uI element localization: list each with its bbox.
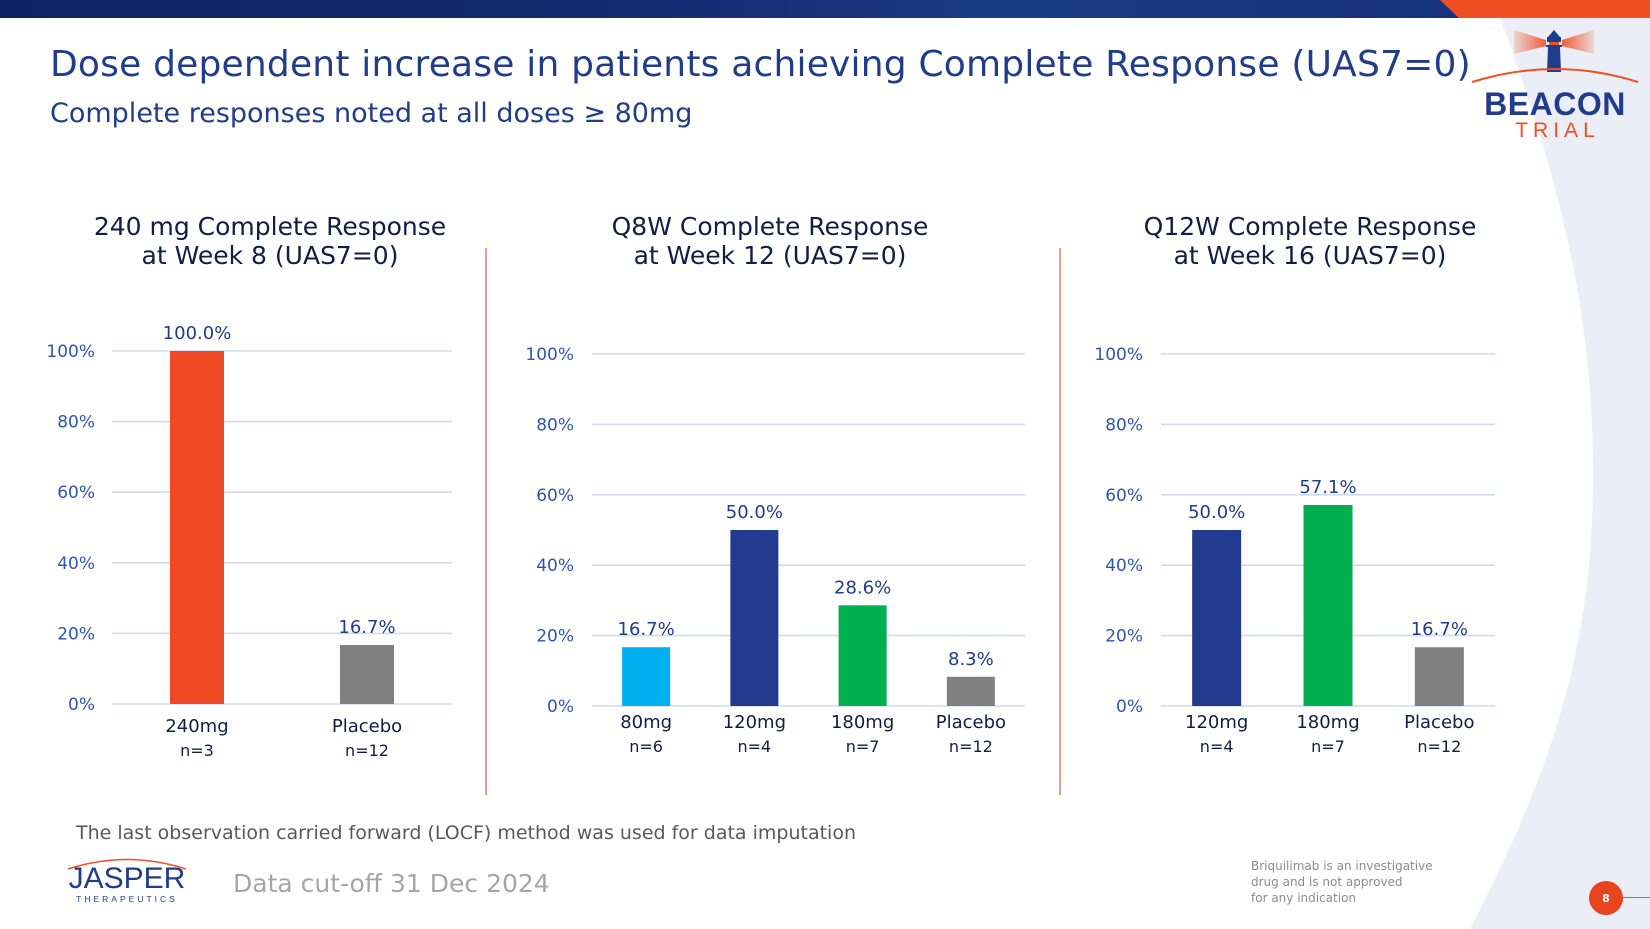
- y-tick-label: 80%: [536, 415, 574, 435]
- disclaimer-line: for any indication: [1251, 891, 1357, 905]
- category-label: 180mg: [831, 712, 894, 733]
- y-tick-label: 60%: [1105, 486, 1143, 506]
- category-label: 120mg: [723, 712, 786, 733]
- category-label: 120mg: [1185, 712, 1248, 733]
- y-tick-label: 40%: [1105, 556, 1143, 576]
- jasper-therapeutics-logo: JASPER THERAPEUTICS: [62, 856, 192, 906]
- category-label: 240mg: [165, 716, 228, 737]
- data-cutoff-date: Data cut-off 31 Dec 2024: [233, 869, 550, 898]
- y-tick-label: 20%: [536, 627, 574, 647]
- locf-footnote: The last observation carried forward (LO…: [76, 822, 856, 844]
- y-tick-label: 0%: [1116, 697, 1143, 717]
- n-label: n=4: [1200, 737, 1234, 756]
- n-label: n=4: [738, 737, 772, 756]
- bar-180mg: [838, 605, 887, 706]
- bar-placebo: [340, 645, 394, 704]
- data-label: 16.7%: [618, 619, 675, 640]
- logo-arc-icon: [67, 858, 187, 870]
- chart-3-title-line1: Q12W Complete Response: [1143, 212, 1477, 241]
- beacon-wordmark: BEACON: [1484, 86, 1626, 122]
- y-tick-label: 60%: [536, 486, 574, 506]
- bar-80mg: [622, 647, 671, 706]
- data-label: 57.1%: [1299, 477, 1356, 498]
- lighthouse-icon: [1471, 30, 1639, 83]
- y-tick-label: 80%: [57, 413, 95, 433]
- category-label: Placebo: [1404, 712, 1474, 733]
- data-label: 50.0%: [726, 502, 783, 523]
- bar-120mg: [1192, 530, 1242, 706]
- y-tick-label: 100%: [46, 342, 95, 362]
- therapeutics-wordmark: THERAPEUTICS: [76, 894, 178, 904]
- y-tick-label: 100%: [525, 345, 574, 365]
- category-label: 180mg: [1296, 712, 1359, 733]
- data-label: 16.7%: [338, 617, 395, 638]
- page-number-line: [1623, 897, 1650, 898]
- chart-3-title-line2: at Week 16 (UAS7=0): [1173, 241, 1447, 270]
- y-tick-label: 0%: [68, 695, 95, 715]
- chart-1-title-line1: 240 mg Complete Response: [93, 212, 447, 241]
- n-label: n=6: [629, 737, 663, 756]
- jasper-wordmark: JASPER: [68, 862, 186, 895]
- category-label: Placebo: [332, 716, 402, 737]
- chart-1-title-line2: at Week 8 (UAS7=0): [141, 241, 399, 270]
- chart-divider-1: [485, 248, 487, 795]
- beacon-trial-logo: BEACON TRIAL: [1470, 26, 1640, 144]
- y-tick-label: 100%: [1094, 345, 1143, 365]
- y-tick-label: 40%: [57, 554, 95, 574]
- page-title: Dose dependent increase in patients achi…: [50, 44, 1471, 85]
- page-subtitle: Complete responses noted at all doses ≥ …: [50, 98, 693, 129]
- category-label: Placebo: [936, 712, 1006, 733]
- bar-placebo: [1414, 647, 1464, 706]
- n-label: n=12: [345, 741, 389, 760]
- data-label: 16.7%: [1411, 619, 1468, 640]
- y-tick-label: 40%: [536, 556, 574, 576]
- n-label: n=7: [1311, 737, 1345, 756]
- bar-240mg: [170, 351, 224, 704]
- disclaimer: Briquilimab is an investigative drug and…: [1251, 858, 1451, 906]
- data-label: 28.6%: [834, 577, 891, 598]
- y-tick-label: 0%: [547, 697, 574, 717]
- data-label: 100.0%: [163, 323, 232, 344]
- data-label: 8.3%: [948, 649, 994, 670]
- y-tick-label: 60%: [57, 483, 95, 503]
- bar-180mg: [1303, 505, 1353, 706]
- chart-2-title-line2: at Week 12 (UAS7=0): [633, 241, 907, 270]
- n-label: n=12: [1417, 737, 1461, 756]
- top-banner: [0, 0, 1650, 18]
- category-label: 80mg: [620, 712, 672, 733]
- top-banner-accent: [1440, 0, 1650, 18]
- y-tick-label: 80%: [1105, 415, 1143, 435]
- disclaimer-line: drug and is not approved: [1251, 875, 1403, 889]
- page-number: 8: [1589, 881, 1623, 915]
- n-label: n=7: [846, 737, 880, 756]
- n-label: n=3: [180, 741, 214, 760]
- bar-120mg: [730, 530, 779, 706]
- data-label: 50.0%: [1188, 502, 1245, 523]
- chart-2-title-line1: Q8W Complete Response: [611, 212, 929, 241]
- chart-1-title: 240 mg Complete Response at Week 8 (UAS7…: [80, 212, 460, 270]
- trial-wordmark: TRIAL: [1515, 119, 1600, 142]
- chart-2-title: Q8W Complete Response at Week 12 (UAS7=0…: [560, 212, 980, 270]
- y-tick-label: 20%: [57, 624, 95, 644]
- y-tick-label: 20%: [1105, 627, 1143, 647]
- chart-3-title: Q12W Complete Response at Week 16 (UAS7=…: [1100, 212, 1520, 270]
- n-label: n=12: [949, 737, 993, 756]
- bar-placebo: [946, 676, 995, 706]
- disclaimer-line: Briquilimab is an investigative: [1251, 859, 1433, 873]
- chart-divider-2: [1059, 248, 1061, 795]
